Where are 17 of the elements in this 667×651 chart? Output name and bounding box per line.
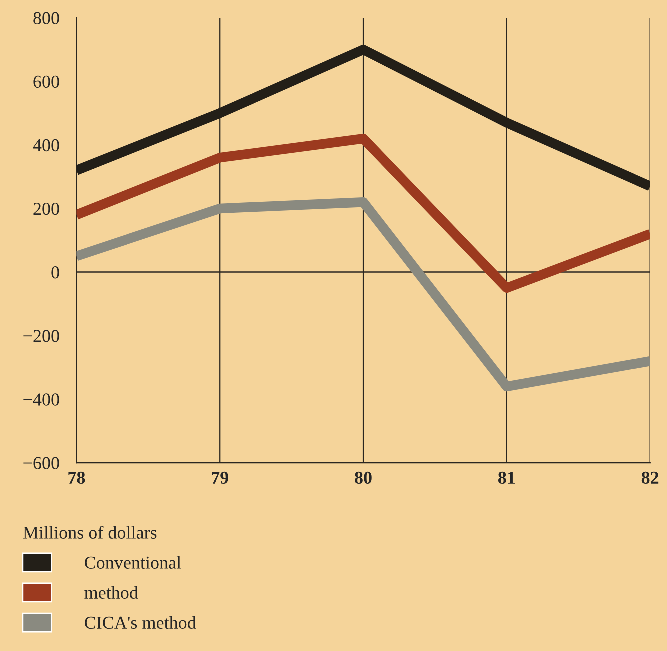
y-tick-label: 0 xyxy=(52,266,60,279)
y-tick-label: −200 xyxy=(24,330,60,342)
legend-label: method xyxy=(84,586,138,600)
legend-title: Millions of dollars xyxy=(23,526,157,539)
x-tick-label: 78 xyxy=(68,472,86,484)
legend-label: Conventional xyxy=(85,556,182,569)
y-tick-label: 400 xyxy=(33,139,60,152)
y-tick-label: 800 xyxy=(34,12,60,24)
x-tick-label: 79 xyxy=(212,472,228,484)
legend-label: CICA's method xyxy=(85,616,196,630)
x-tick-label: 82 xyxy=(642,472,659,484)
y-tick-label: 600 xyxy=(34,76,60,88)
x-tick-label: 80 xyxy=(355,472,372,484)
x-tick-label: 81 xyxy=(498,472,516,484)
y-tick-label: −600 xyxy=(24,457,60,470)
y-tick-label: 200 xyxy=(34,202,60,216)
y-tick-label: −400 xyxy=(24,394,60,406)
